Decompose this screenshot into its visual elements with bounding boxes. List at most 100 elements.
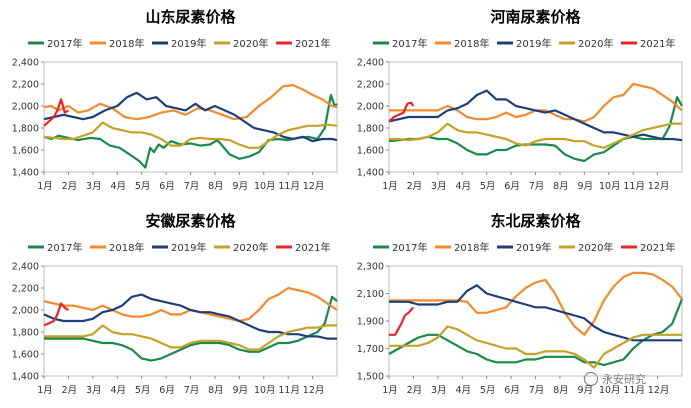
series-line	[389, 82, 683, 123]
x-tick-label: 12月	[648, 385, 670, 396]
legend-label: 2017年	[47, 37, 82, 50]
series-line	[43, 121, 338, 149]
x-tick-label: 1月	[382, 385, 398, 396]
series-line	[389, 325, 682, 369]
x-tick-label: 5月	[480, 385, 496, 396]
series-line	[43, 293, 337, 340]
x-tick-label: 3月	[86, 181, 102, 192]
y-tick-label: 2,400	[12, 262, 39, 273]
legend-label: 2019年	[516, 37, 551, 50]
x-tick-label: 1月	[382, 181, 398, 192]
x-tick-label: 9月	[578, 181, 594, 192]
chart-panel: 山东尿素价格 2017年 2018年 2019年 2020年 2021年 1,400 1,60…	[12, 8, 338, 192]
series-line	[44, 295, 338, 362]
legend-label: 2020年	[578, 37, 613, 50]
series-line	[43, 302, 69, 327]
chart-panel: 河南尿素价格 2017年 2018年 2019年 2020年 2021年 1,400 1,60…	[357, 8, 683, 192]
x-tick-label: 5月	[135, 181, 151, 192]
legend-label: 2018年	[109, 37, 144, 50]
legend-label: 2021年	[640, 241, 675, 254]
legend-label: 2018年	[454, 37, 489, 50]
legend-label: 2017年	[392, 241, 427, 254]
x-tick-label: 1月	[37, 181, 53, 192]
legend-label: 2021年	[295, 37, 330, 50]
legend-label: 2021年	[640, 37, 675, 50]
legend-label: 2019年	[171, 241, 206, 254]
series-line	[43, 83, 338, 121]
y-tick-label: 1,800	[12, 328, 39, 339]
chart-title: 山东尿素价格	[145, 8, 236, 26]
series-line	[389, 306, 415, 336]
legend-label: 2019年	[516, 241, 551, 254]
series-line	[44, 324, 337, 351]
y-tick-label: 1,400	[357, 168, 384, 179]
x-tick-label: 8月	[553, 181, 569, 192]
x-tick-label: 7月	[184, 385, 200, 396]
y-tick-label: 1,400	[12, 168, 39, 179]
x-tick-label: 11月	[278, 181, 300, 192]
x-tick-label: 10月	[254, 181, 276, 192]
x-tick-label: 11月	[623, 181, 645, 192]
x-tick-label: 12月	[648, 181, 670, 192]
series-line	[389, 271, 683, 336]
x-tick-label: 12月	[303, 181, 325, 192]
chart-title: 东北尿素价格	[490, 212, 581, 230]
x-tick-label: 6月	[159, 181, 175, 192]
legend-label: 2020年	[233, 241, 268, 254]
legend-label: 2021年	[295, 241, 330, 254]
y-tick-label: 2,200	[12, 80, 39, 91]
legend-label: 2017年	[47, 241, 82, 254]
chart-title: 安徽尿素价格	[145, 212, 236, 230]
y-tick-label: 2,000	[12, 102, 39, 113]
chart-panel: 东北尿素价格 2017年 2018年 2019年 2020年 2021年 1,500 1,70…	[357, 212, 684, 396]
x-tick-label: 2月	[62, 181, 78, 192]
x-tick-label: 5月	[480, 181, 496, 192]
x-tick-label: 10月	[599, 181, 621, 192]
legend-label: 2018年	[109, 241, 144, 254]
x-tick-label: 2月	[62, 385, 78, 396]
legend-label: 2020年	[578, 241, 613, 254]
x-tick-label: 7月	[529, 385, 545, 396]
legend-label: 2019年	[171, 37, 206, 50]
y-tick-label: 2,400	[357, 58, 384, 69]
y-tick-label: 2,400	[12, 58, 39, 69]
x-tick-label: 3月	[86, 385, 102, 396]
x-tick-label: 4月	[455, 385, 471, 396]
x-tick-label: 12月	[303, 385, 325, 396]
x-tick-label: 6月	[504, 181, 520, 192]
legend-label: 2020年	[233, 37, 268, 50]
y-tick-label: 2,000	[12, 306, 39, 317]
chart-title: 河南尿素价格	[490, 8, 581, 26]
y-tick-label: 2,100	[357, 289, 384, 300]
y-tick-label: 1,600	[12, 350, 39, 361]
series-line	[388, 101, 415, 123]
x-tick-label: 1月	[37, 385, 53, 396]
y-tick-label: 1,700	[357, 344, 384, 355]
series-line	[388, 298, 684, 367]
chart-panel: 安徽尿素价格 2017年 2018年 2019年 2020年 2021年 1,400 1,60…	[12, 212, 338, 396]
x-tick-label: 9月	[233, 181, 249, 192]
x-tick-label: 7月	[184, 181, 200, 192]
x-tick-label: 10月	[599, 385, 621, 396]
series-line	[389, 284, 682, 342]
watermark: 永安研究	[583, 371, 646, 387]
y-tick-label: 2,200	[357, 80, 384, 91]
y-tick-label: 2,300	[357, 262, 384, 273]
series-line	[43, 286, 338, 323]
legend-label: 2018年	[454, 241, 489, 254]
series-line	[43, 98, 69, 127]
y-tick-label: 1,600	[357, 146, 384, 157]
x-tick-label: 9月	[233, 385, 249, 396]
x-tick-label: 6月	[159, 385, 175, 396]
x-tick-label: 11月	[278, 385, 300, 396]
y-tick-label: 2,200	[12, 284, 39, 295]
y-tick-label: 1,800	[12, 124, 39, 135]
x-tick-label: 11月	[623, 385, 645, 396]
x-tick-label: 8月	[208, 181, 224, 192]
series-line	[389, 122, 682, 149]
x-tick-label: 10月	[254, 385, 276, 396]
x-tick-label: 5月	[135, 385, 151, 396]
x-tick-label: 6月	[504, 385, 520, 396]
y-tick-label: 1,400	[12, 372, 39, 383]
legend-label: 2017年	[392, 37, 427, 50]
